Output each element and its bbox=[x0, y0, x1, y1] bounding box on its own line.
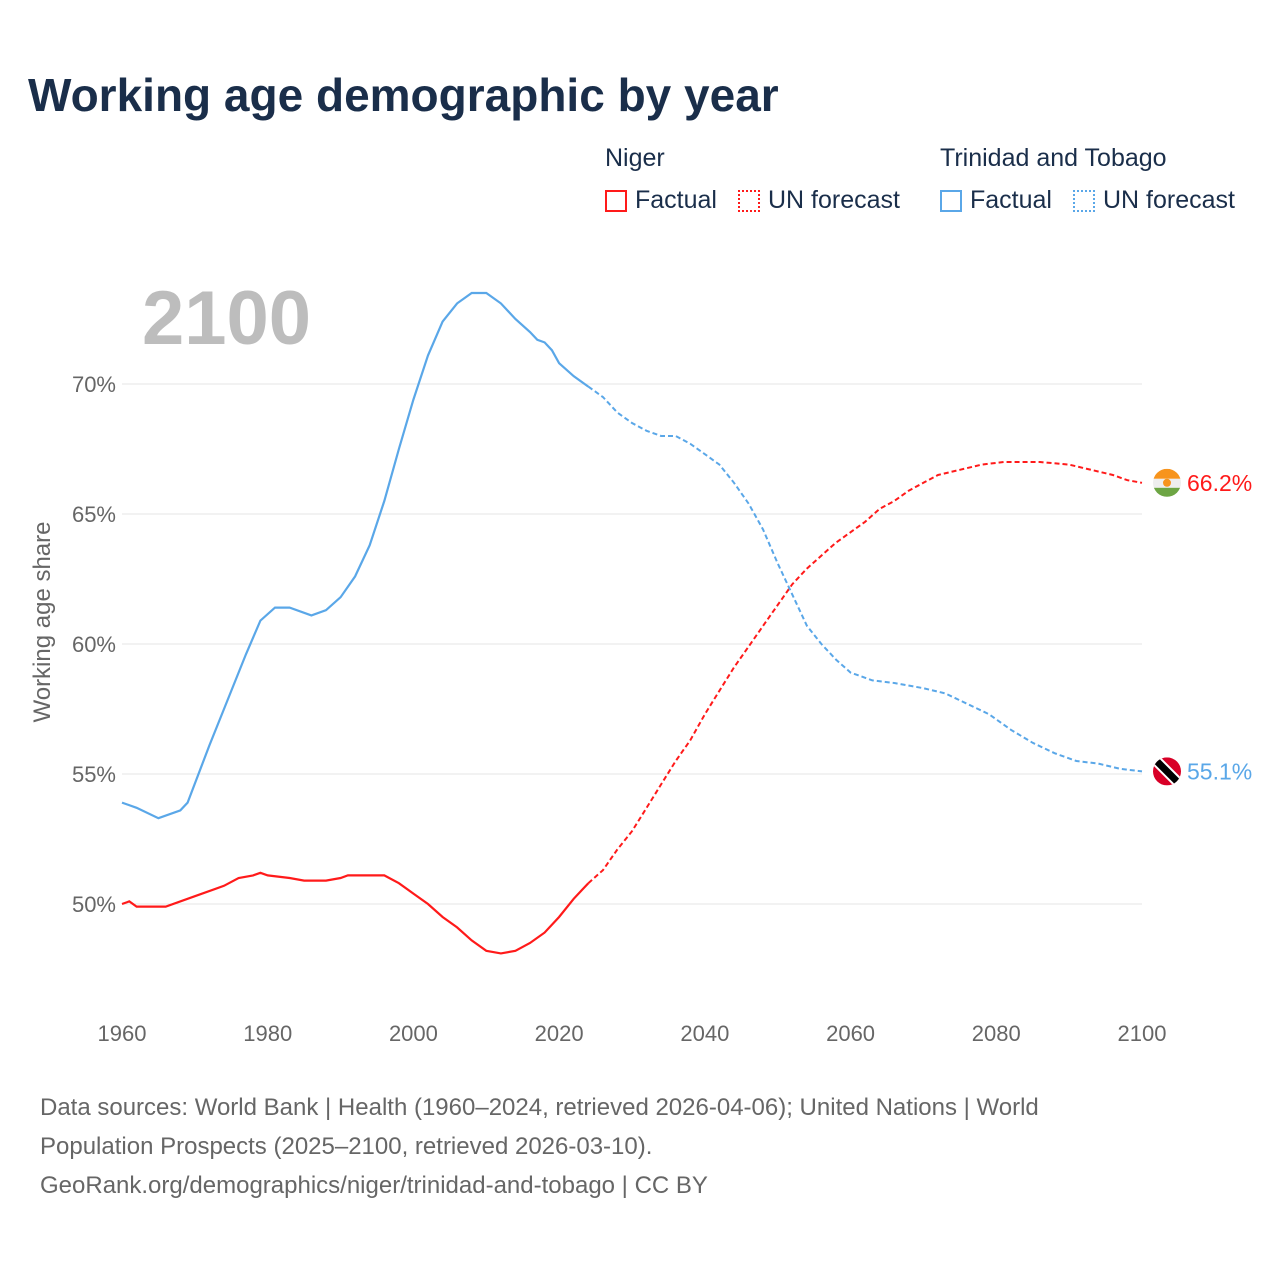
x-tick-label: 2060 bbox=[826, 1021, 875, 1046]
niger-flag-icon bbox=[1153, 468, 1181, 497]
legend-label: Factual bbox=[635, 186, 717, 214]
legend-swatch-dotted bbox=[1073, 189, 1095, 212]
legend-trinidad-forecast[interactable]: UN forecast bbox=[1073, 186, 1235, 215]
x-tick-label: 1980 bbox=[243, 1021, 292, 1046]
footer-sources: Data sources: World Bank | Health (1960–… bbox=[40, 1094, 1039, 1121]
year-watermark: 2100 bbox=[142, 276, 311, 361]
legend-trinidad-factual[interactable]: Factual bbox=[940, 186, 1052, 215]
legend-group-niger: Niger bbox=[605, 144, 665, 172]
x-tick-label: 2080 bbox=[972, 1021, 1021, 1046]
chart-title: Working age demographic by year bbox=[28, 69, 779, 121]
y-tick-label: 60% bbox=[72, 632, 116, 657]
legend-swatch-solid bbox=[605, 189, 627, 212]
legend-niger-forecast[interactable]: UN forecast bbox=[738, 186, 900, 215]
legend-label: UN forecast bbox=[1103, 186, 1235, 214]
y-axis-label: Working age share bbox=[29, 522, 56, 723]
y-tick-label: 65% bbox=[72, 502, 116, 527]
x-tick-label: 2020 bbox=[535, 1021, 584, 1046]
x-tick-label: 2100 bbox=[1118, 1021, 1167, 1046]
x-tick-label: 2000 bbox=[389, 1021, 438, 1046]
series-line-factual bbox=[121, 291, 589, 820]
legend-niger-factual[interactable]: Factual bbox=[605, 186, 717, 215]
x-tick-label: 2040 bbox=[680, 1021, 729, 1046]
footer-link[interactable]: GeoRank.org/demographics/niger/trinidad-… bbox=[40, 1172, 708, 1199]
footer-sources-cont: Population Prospects (2025–2100, retriev… bbox=[40, 1133, 653, 1160]
y-tick-label: 70% bbox=[72, 372, 116, 397]
series-line-forecast bbox=[587, 461, 1143, 884]
y-tick-label: 55% bbox=[72, 762, 116, 787]
footer: Data sources: World Bank | Health (1960–… bbox=[40, 1088, 1039, 1205]
y-tick-label: 50% bbox=[72, 892, 116, 917]
end-value-label: 66.2% bbox=[1187, 470, 1252, 496]
legend-swatch-dotted bbox=[738, 189, 760, 212]
legend-swatch-solid bbox=[940, 189, 962, 212]
series-line-forecast bbox=[587, 385, 1143, 773]
x-tick-label: 1960 bbox=[98, 1021, 147, 1046]
end-value-label: 55.1% bbox=[1187, 758, 1252, 784]
trinidad-flag-icon bbox=[1153, 757, 1181, 786]
legend-label: UN forecast bbox=[768, 186, 900, 214]
legend-group-trinidad: Trinidad and Tobago bbox=[940, 144, 1167, 172]
legend-label: Factual bbox=[970, 186, 1052, 214]
series-line-factual bbox=[121, 871, 590, 955]
